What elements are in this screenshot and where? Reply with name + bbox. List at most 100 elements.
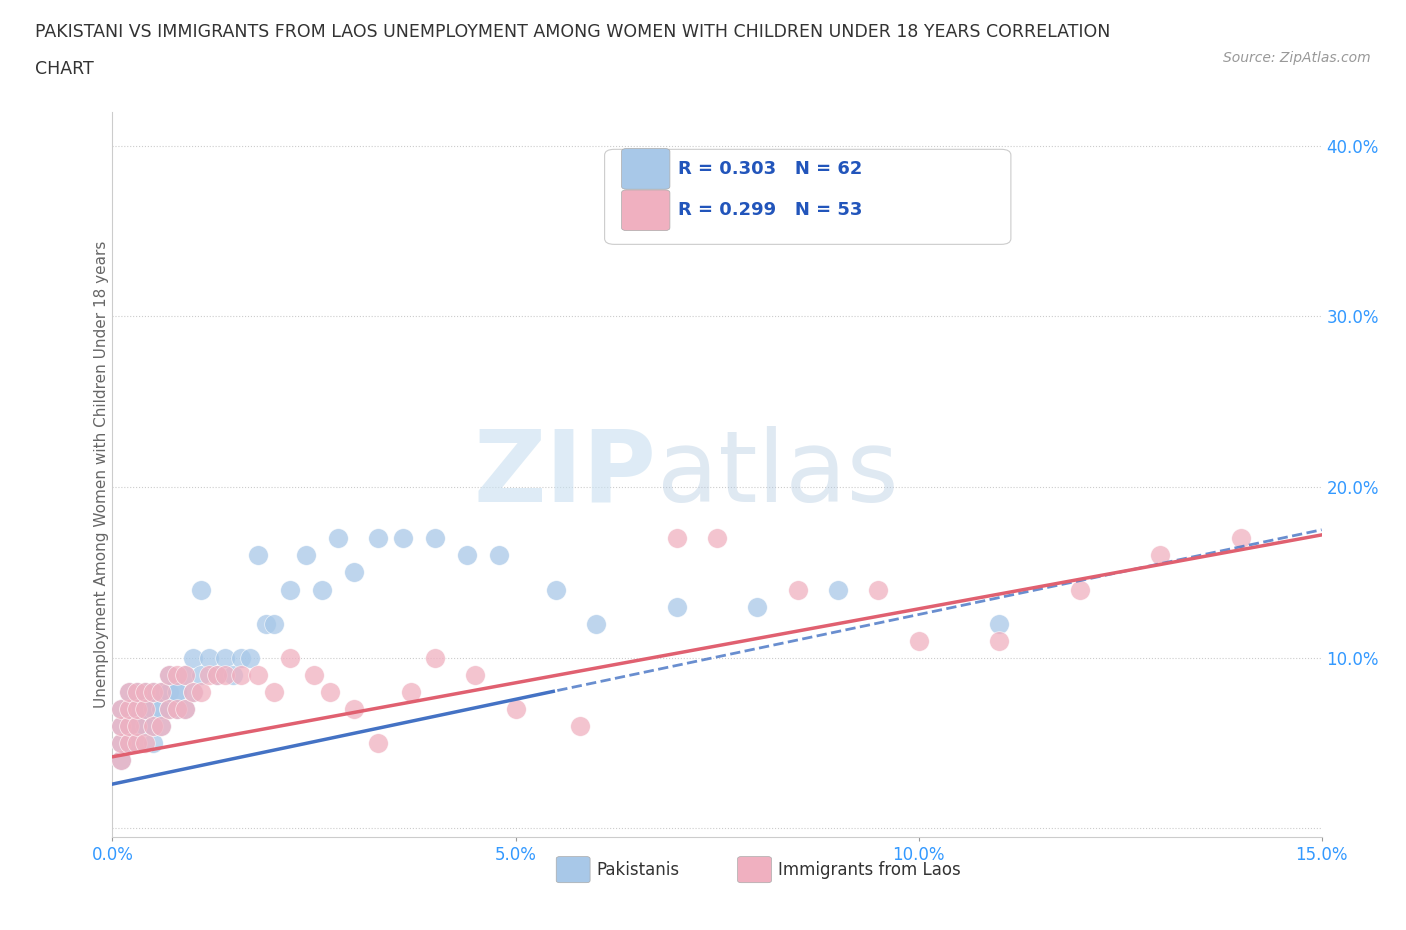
Point (134, 701, 156, 716)
Point (166, 684, 188, 699)
Point (166, 701, 188, 716)
Point (198, 650, 221, 665)
Point (125, 736, 148, 751)
Point (110, 752, 132, 767)
FancyBboxPatch shape (621, 190, 669, 231)
Point (868, 582, 890, 597)
Point (125, 684, 148, 699)
Point (125, 684, 148, 699)
Point (207, 668, 229, 683)
Point (311, 582, 333, 597)
Point (117, 719, 139, 734)
Point (174, 668, 197, 683)
Point (125, 701, 148, 716)
Point (134, 684, 156, 699)
Point (110, 736, 132, 751)
Point (110, 719, 132, 734)
FancyBboxPatch shape (621, 149, 669, 189)
Point (117, 736, 139, 751)
Point (190, 668, 212, 683)
Point (149, 719, 172, 734)
Point (988, 617, 1011, 631)
Point (464, 668, 486, 683)
Point (149, 719, 172, 734)
Point (747, 599, 769, 614)
FancyBboxPatch shape (738, 857, 772, 883)
Point (246, 668, 269, 683)
Point (665, 531, 688, 546)
Text: PAKISTANI VS IMMIGRANTS FROM LAOS UNEMPLOYMENT AMONG WOMEN WITH CHILDREN UNDER 1: PAKISTANI VS IMMIGRANTS FROM LAOS UNEMPL… (35, 23, 1111, 41)
Text: CHART: CHART (35, 60, 94, 78)
Point (786, 582, 808, 597)
Point (157, 701, 180, 716)
Point (263, 617, 285, 631)
Point (295, 548, 318, 563)
Point (246, 548, 269, 563)
Point (157, 701, 180, 716)
Point (391, 531, 413, 546)
Point (1230, 531, 1253, 546)
Point (125, 719, 148, 734)
Point (110, 752, 132, 767)
Point (117, 701, 139, 716)
Point (142, 684, 165, 699)
Point (343, 565, 366, 580)
Point (157, 668, 180, 683)
Point (214, 668, 236, 683)
Point (263, 684, 285, 699)
Point (166, 701, 188, 716)
Point (665, 599, 688, 614)
Text: atlas: atlas (657, 426, 898, 523)
Point (125, 701, 148, 716)
Point (907, 633, 929, 648)
Point (190, 684, 212, 699)
Point (142, 736, 165, 751)
Point (134, 701, 156, 716)
Point (278, 582, 301, 597)
Point (142, 701, 165, 716)
Point (125, 719, 148, 734)
Point (134, 719, 156, 734)
Point (222, 668, 245, 683)
Point (328, 531, 350, 546)
Point (117, 701, 139, 716)
Point (166, 684, 188, 699)
Point (142, 684, 165, 699)
Point (117, 701, 139, 716)
Point (231, 668, 253, 683)
Point (125, 719, 148, 734)
Point (181, 684, 204, 699)
Point (110, 701, 132, 716)
Point (117, 684, 139, 699)
Text: ZIP: ZIP (474, 426, 657, 523)
Point (302, 668, 325, 683)
Point (166, 668, 188, 683)
Point (174, 701, 197, 716)
Point (110, 701, 132, 716)
FancyBboxPatch shape (605, 150, 1011, 245)
Text: R = 0.299   N = 53: R = 0.299 N = 53 (678, 201, 863, 219)
Point (181, 684, 204, 699)
Point (157, 684, 180, 699)
Point (142, 719, 165, 734)
Point (238, 650, 260, 665)
Point (134, 736, 156, 751)
Point (117, 736, 139, 751)
Point (423, 531, 446, 546)
Point (505, 701, 527, 716)
Y-axis label: Unemployment Among Women with Children Under 18 years: Unemployment Among Women with Children U… (94, 241, 108, 708)
Point (174, 701, 197, 716)
Point (1149, 548, 1171, 563)
Point (343, 701, 366, 716)
Point (190, 582, 212, 597)
FancyBboxPatch shape (557, 857, 591, 883)
Point (149, 701, 172, 716)
Point (207, 668, 229, 683)
Point (231, 650, 253, 665)
Point (367, 531, 389, 546)
Text: R = 0.303   N = 62: R = 0.303 N = 62 (678, 160, 863, 178)
Point (706, 531, 728, 546)
Point (423, 650, 446, 665)
Point (198, 668, 221, 683)
Point (1069, 582, 1091, 597)
